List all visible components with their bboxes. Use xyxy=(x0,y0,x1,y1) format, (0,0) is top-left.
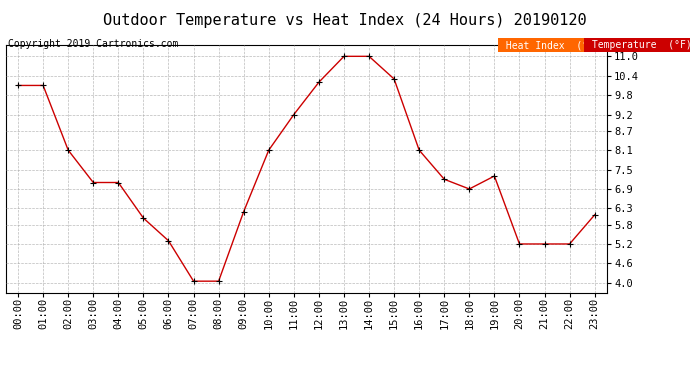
Text: Heat Index  (°F): Heat Index (°F) xyxy=(500,40,600,50)
Text: Copyright 2019 Cartronics.com: Copyright 2019 Cartronics.com xyxy=(8,39,179,50)
Text: Temperature  (°F): Temperature (°F) xyxy=(586,40,690,50)
Text: Outdoor Temperature vs Heat Index (24 Hours) 20190120: Outdoor Temperature vs Heat Index (24 Ho… xyxy=(104,13,586,28)
